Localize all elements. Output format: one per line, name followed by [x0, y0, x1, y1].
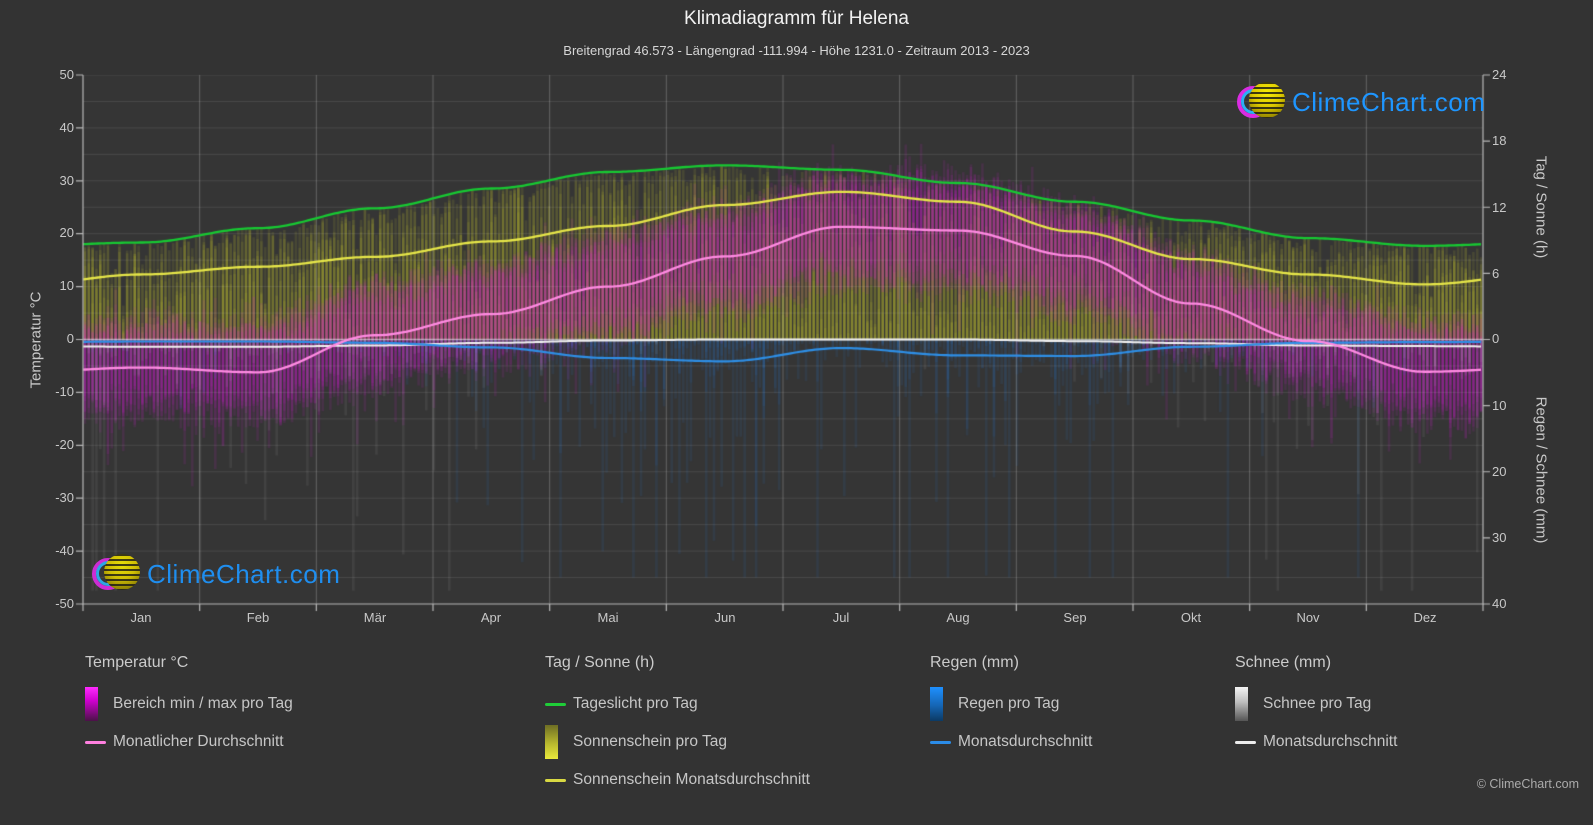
x-axis-month-label: Dez [1413, 610, 1437, 625]
copyright-label: © ClimeChart.com [1476, 777, 1579, 791]
y-axis-tick-sun: 6 [1492, 266, 1500, 281]
y-axis-tick-sun: 24 [1492, 67, 1507, 82]
y-axis-tick-temp: 40 [59, 120, 74, 135]
x-axis-month-label: Jan [130, 610, 152, 625]
page-title: Klimadiagramm für Helena [684, 8, 909, 29]
legend-item-snow-avg: Monatsdurchschnitt [1235, 724, 1397, 760]
legend-header-snow: Schnee (mm) [1235, 654, 1332, 671]
y-axis-tick-temp: -20 [55, 437, 74, 452]
legend-header-rain: Regen (mm) [930, 654, 1019, 671]
page-subtitle: Breitengrad 46.573 - Längengrad -111.994… [563, 43, 1030, 58]
x-axis-month-label: Jul [832, 610, 850, 625]
x-axis-month-label: Okt [1180, 610, 1202, 625]
sunshine-swatch-icon [545, 725, 573, 759]
sunshine-avg-line-icon [545, 778, 573, 782]
x-axis-month-label: Jun [714, 610, 736, 625]
legend-item-rain-daily: Regen pro Tag [930, 686, 1059, 722]
legend-item-daylight: Tageslicht pro Tag [545, 686, 698, 722]
x-axis-month-label: Aug [946, 610, 970, 625]
x-axis-month-label: Nov [1296, 610, 1320, 625]
climechart-logo-icon [92, 551, 140, 597]
legend-item-sunshine-avg: Sonnenschein Monatsdurchschnitt [545, 762, 810, 798]
climechart-watermark-top-right: ClimeChart.com [1237, 79, 1485, 125]
legend-header-temperature: Temperatur °C [85, 654, 189, 671]
y-axis-tick-precip: 10 [1492, 398, 1507, 413]
y-axis-tick-temp: 30 [59, 173, 74, 188]
y-axis-tick-sun: 0 [1492, 331, 1500, 346]
y-axis-title-day-sun: Tag / Sonne (h) [1532, 155, 1550, 259]
y-axis-tick-precip: 40 [1492, 596, 1507, 611]
climechart-logo-icon [1237, 79, 1285, 125]
legend-item-temp-range: Bereich min / max pro Tag [85, 686, 293, 722]
daylight-line-icon [545, 702, 573, 706]
y-axis-title-temperature: Temperatur °C [27, 291, 45, 389]
y-axis-tick-sun: 12 [1492, 200, 1507, 215]
y-axis-tick-temp: -10 [55, 384, 74, 399]
temp-avg-line-icon [85, 740, 113, 744]
legend-item-sunshine-daily: Sonnenschein pro Tag [545, 724, 727, 760]
y-axis-tick-temp: -40 [55, 543, 74, 558]
legend-item-rain-avg: Monatsdurchschnitt [930, 724, 1092, 760]
rain-avg-line-icon [930, 740, 958, 744]
y-axis-tick-temp: 0 [66, 331, 74, 346]
x-axis-month-label: Mai [597, 610, 619, 625]
x-axis-month-label: Apr [480, 610, 502, 625]
snow-swatch-icon [1235, 687, 1263, 721]
legend-item-snow-daily: Schnee pro Tag [1235, 686, 1371, 722]
rain-swatch-icon [930, 687, 958, 721]
y-axis-tick-temp: -50 [55, 596, 74, 611]
climechart-watermark-text: ClimeChart.com [147, 558, 341, 589]
temp-range-swatch-icon [85, 687, 113, 721]
climechart-watermark-bottom-left: ClimeChart.com [92, 551, 340, 597]
y-axis-tick-precip: 20 [1492, 464, 1507, 479]
y-axis-tick-temp: -30 [55, 490, 74, 505]
y-axis-tick-precip: 30 [1492, 530, 1507, 545]
snow-avg-line-icon [1235, 740, 1263, 744]
legend-header-sun: Tag / Sonne (h) [545, 654, 655, 671]
y-axis-tick-temp: 20 [59, 225, 74, 240]
x-axis-month-label: Sep [1063, 610, 1087, 625]
y-axis-tick-sun: 18 [1492, 133, 1507, 148]
climechart-watermark-text: ClimeChart.com [1292, 86, 1486, 117]
legend-item-temp-avg: Monatlicher Durchschnitt [85, 724, 284, 760]
y-axis-tick-temp: 50 [59, 67, 74, 82]
x-axis-month-label: Feb [246, 610, 270, 625]
y-axis-title-rain-snow: Regen / Schnee (mm) [1532, 396, 1550, 544]
y-axis-tick-temp: 10 [59, 278, 74, 293]
x-axis-month-label: Mär [363, 610, 387, 625]
